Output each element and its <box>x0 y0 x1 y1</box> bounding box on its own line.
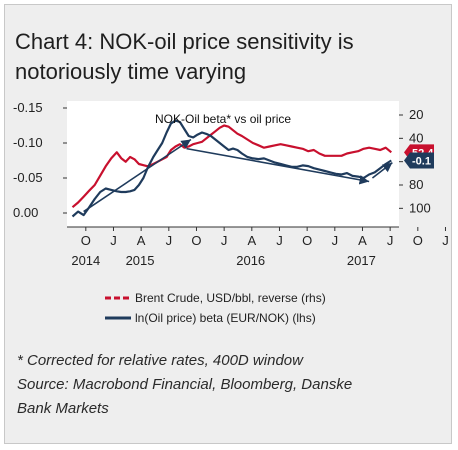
chart-panel: Chart 4: NOK-oil price sensitivity is no… <box>4 4 452 444</box>
oil-beta-line <box>71 119 392 218</box>
right-axis-tick-label: 20 <box>409 107 423 122</box>
x-axis-month-label: O <box>191 233 201 248</box>
legend-label-beta: ln(Oil price) beta (EUR/NOK) (lhs) <box>135 311 316 325</box>
trend-arrow-rise-2015 <box>83 138 192 213</box>
x-axis-month-label: J <box>387 233 394 248</box>
x-axis-year-label: 2016 <box>236 253 265 268</box>
x-axis-month-label: O <box>413 233 423 248</box>
x-axis-month-label: J <box>442 233 449 248</box>
legend-label-brent: Brent Crude, USD/bbl, reverse (rhs) <box>135 291 326 305</box>
footnote-line-3: Bank Markets <box>17 400 109 417</box>
x-axis-month-label: J <box>166 233 173 248</box>
x-axis-month-label: A <box>247 233 256 248</box>
left-axis-tick-label: -0.15 <box>13 100 43 115</box>
chart-subtitle: NOK-Oil beta* vs oil price <box>155 112 291 126</box>
brent-crude-line <box>71 124 392 209</box>
footnote: * Corrected for relative rates, 400D win… <box>17 349 447 421</box>
beta-last-value-tag <box>404 152 434 169</box>
x-axis-month-label: J <box>110 233 117 248</box>
last-value-label: -0.1 <box>412 156 431 168</box>
x-axis-year-label: 2015 <box>126 253 155 268</box>
x-axis-month-label: J <box>221 233 228 248</box>
x-axis-year-label: 2017 <box>347 253 376 268</box>
left-axis-tick-label: -0.05 <box>13 170 43 185</box>
chart-svg: -0.15-0.10-0.050.0020406080100OJAJOJAJOJ… <box>13 100 449 325</box>
x-axis-month-label: A <box>358 233 367 248</box>
x-axis-month-label: O <box>81 233 91 248</box>
plot-area <box>67 101 399 227</box>
x-axis-month-label: A <box>137 233 146 248</box>
footnote-line-2: Source: Macrobond Financial, Bloomberg, … <box>17 376 353 393</box>
footnote-line-1: * Corrected for relative rates, 400D win… <box>17 352 303 369</box>
right-axis-tick-label: 40 <box>409 130 423 145</box>
trend-arrow-decline-2016 <box>186 147 370 185</box>
x-axis-month-label: J <box>276 233 283 248</box>
x-axis-month-label: O <box>302 233 312 248</box>
right-axis-tick-label: 80 <box>409 177 423 192</box>
right-axis-tick-label: 100 <box>409 200 431 215</box>
chart-title: Chart 4: NOK-oil price sensitivity is no… <box>15 29 354 84</box>
x-axis-month-label: J <box>332 233 339 248</box>
x-axis-year-label: 2014 <box>71 253 100 268</box>
left-axis-tick-label: 0.00 <box>13 205 38 220</box>
trend-arrow-rise-2017 <box>371 161 393 179</box>
left-axis-tick-label: -0.10 <box>13 135 43 150</box>
